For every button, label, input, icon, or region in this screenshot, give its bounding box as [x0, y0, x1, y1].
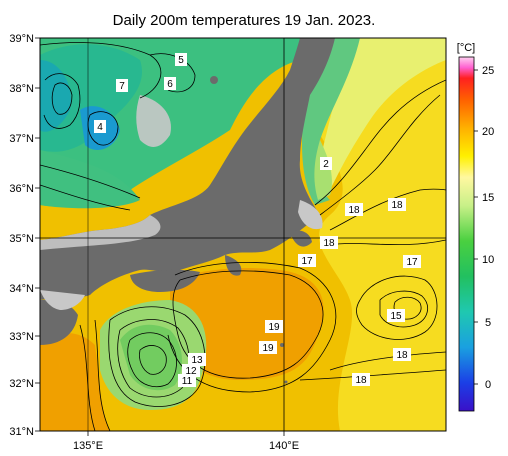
lon-label: 135°E: [73, 440, 103, 452]
contour-label-19: 19: [265, 320, 283, 333]
contour-label-group: 5 7 6 4 2 18 18 18 17 17 15 19 19 18 18 …: [94, 53, 421, 387]
contour-label-4: 4: [94, 120, 106, 133]
svg-text:11: 11: [182, 376, 193, 387]
colorbar-ticks: [474, 69, 478, 385]
lat-label: 33°N: [9, 331, 34, 343]
contour-label-19: 19: [259, 341, 277, 354]
contour-label-17: 17: [298, 254, 316, 267]
map-frame: [39, 37, 447, 432]
contour-lines: [40, 42, 446, 431]
colorbar-labels: 25 20 15 10 5 0: [482, 65, 494, 391]
contour-label-11: 11: [178, 374, 196, 387]
lat-label: 35°N: [9, 233, 34, 245]
svg-text:5: 5: [178, 55, 184, 66]
contour-label-5: 5: [175, 53, 187, 66]
land-peninsula: [225, 255, 242, 276]
svg-text:13: 13: [191, 355, 203, 366]
land-kyushu: [40, 299, 78, 345]
colorbar-label: 10: [482, 254, 494, 266]
island: [210, 76, 218, 84]
contour-label-12: 12: [182, 364, 200, 377]
land-boso: [290, 230, 312, 247]
svg-text:15: 15: [390, 311, 402, 322]
svg-text:18: 18: [323, 238, 335, 249]
colorbar-label: 25: [482, 65, 494, 77]
lat-label: 31°N: [9, 426, 34, 438]
contour-label-18: 18: [345, 203, 363, 216]
island: [284, 380, 288, 384]
contour-label-13: 13: [188, 353, 206, 366]
svg-text:18: 18: [391, 200, 403, 211]
svg-text:6: 6: [167, 79, 173, 90]
map-title: Daily 200m temperatures 19 Jan. 2023.: [113, 12, 376, 29]
svg-text:2: 2: [323, 159, 329, 170]
colorbar-label: 15: [482, 192, 494, 204]
lat-label: 32°N: [9, 378, 34, 390]
contour-label-18: 18: [388, 198, 406, 211]
svg-text:17: 17: [301, 256, 313, 267]
land-shikoku: [130, 269, 200, 292]
contour-label-2: 2: [320, 157, 332, 170]
contour-label-18: 18: [393, 348, 411, 361]
colorbar-label: 20: [482, 126, 494, 138]
island: [280, 343, 284, 347]
lat-label: 37°N: [9, 133, 34, 145]
svg-text:18: 18: [348, 205, 360, 216]
contour-label-17: 17: [403, 255, 421, 268]
colorbar-label: 5: [485, 317, 491, 329]
contour-label-15: 15: [387, 309, 405, 322]
svg-text:4: 4: [97, 122, 103, 133]
svg-text:17: 17: [406, 257, 418, 268]
contour-label-7: 7: [116, 79, 128, 92]
colorbar-label: 0: [485, 379, 491, 391]
contour-label-18: 18: [320, 236, 338, 249]
lon-label: 140°E: [269, 440, 299, 452]
longitude-labels: 135°E 140°E: [73, 440, 299, 452]
svg-text:18: 18: [355, 375, 367, 386]
colorbar-unit: [°C]: [457, 42, 475, 54]
contour-label-6: 6: [164, 77, 176, 90]
svg-text:12: 12: [185, 366, 197, 377]
svg-text:19: 19: [268, 322, 280, 333]
graticule: [40, 38, 446, 431]
frame-ticks: [35, 37, 285, 436]
svg-text:7: 7: [119, 81, 125, 92]
lat-label: 38°N: [9, 83, 34, 95]
svg-text:19: 19: [262, 343, 274, 354]
lat-label: 36°N: [9, 183, 34, 195]
colorbar: [458, 56, 475, 412]
map-area: 5 7 6 4 2 18 18 18 17 17 15 19 19 18 18 …: [40, 38, 446, 431]
contour-label-18: 18: [352, 373, 370, 386]
svg-text:18: 18: [396, 350, 408, 361]
lat-label: 39°N: [9, 33, 34, 45]
lat-label: 34°N: [9, 283, 34, 295]
latitude-labels: 39°N 38°N 37°N 36°N 35°N 34°N 33°N 32°N …: [9, 33, 34, 438]
